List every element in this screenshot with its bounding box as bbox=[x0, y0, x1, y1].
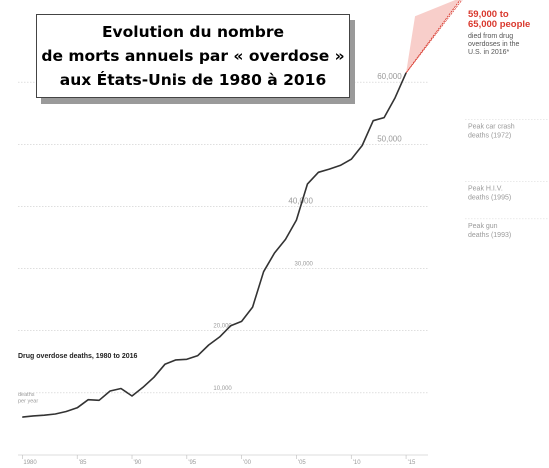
annotation-text: died from drug bbox=[468, 33, 513, 40]
y-unit-label: deaths bbox=[18, 392, 35, 398]
x-tick-label: '00 bbox=[243, 460, 251, 466]
data-point bbox=[350, 158, 352, 160]
title-line-3: aux États-Unis de 1980 à 2016 bbox=[59, 71, 327, 89]
data-point bbox=[87, 399, 89, 401]
y-tick-label: 50,000 bbox=[377, 134, 402, 143]
x-tick-label: 1980 bbox=[23, 460, 37, 466]
x-tick-label: '10 bbox=[353, 460, 361, 466]
data-point bbox=[230, 325, 232, 327]
x-tick-label: '05 bbox=[298, 460, 306, 466]
data-point bbox=[394, 97, 396, 99]
data-point bbox=[43, 414, 45, 416]
data-point bbox=[54, 413, 56, 415]
y-unit-label: per year bbox=[18, 398, 38, 404]
data-point bbox=[21, 416, 23, 418]
series-line-overdose-deaths bbox=[22, 72, 407, 418]
reference-label: Peak gun bbox=[468, 223, 498, 230]
data-point bbox=[219, 336, 221, 338]
estimate-range-high-edge bbox=[406, 0, 463, 73]
estimate-range-band bbox=[406, 0, 461, 73]
data-point bbox=[274, 252, 275, 254]
annotation-text: U.S. in 2016* bbox=[468, 49, 510, 56]
data-point bbox=[383, 117, 385, 118]
title-line-1: Evolution du nombre bbox=[101, 23, 285, 41]
data-point bbox=[197, 355, 199, 356]
data-point bbox=[307, 183, 308, 185]
x-tick-label: '85 bbox=[79, 460, 87, 466]
data-point bbox=[131, 395, 133, 397]
annotation-text: overdoses in the bbox=[468, 41, 519, 48]
reference-label: deaths (1995) bbox=[468, 195, 511, 202]
data-point bbox=[317, 171, 319, 173]
y-tick-label: 30,000 bbox=[295, 262, 314, 268]
data-point bbox=[296, 219, 297, 221]
data-point bbox=[164, 363, 166, 365]
data-point bbox=[361, 145, 363, 146]
data-point bbox=[153, 376, 155, 378]
data-point bbox=[109, 390, 111, 392]
y-tick-label: 40,000 bbox=[288, 196, 313, 205]
reference-label: Peak car crash bbox=[468, 123, 515, 130]
data-point bbox=[186, 358, 188, 360]
estimate-range-low-edge bbox=[405, 0, 461, 74]
data-point bbox=[405, 72, 407, 74]
data-point bbox=[65, 411, 67, 412]
data-point bbox=[98, 399, 100, 401]
data-point bbox=[120, 388, 122, 389]
y-tick-label: 20,000 bbox=[213, 324, 232, 330]
data-point bbox=[208, 344, 210, 346]
x-tick-label: '90 bbox=[134, 460, 142, 466]
data-point bbox=[142, 386, 144, 388]
data-point bbox=[339, 165, 341, 166]
chart-title-box: Evolution du nombre de morts annuels par… bbox=[36, 14, 350, 98]
annotation-headline: 59,000 to bbox=[468, 9, 509, 20]
data-point bbox=[285, 238, 286, 240]
title-line-2: de morts annuels par « overdose » bbox=[41, 47, 345, 65]
x-tick-label: '95 bbox=[188, 460, 196, 466]
y-tick-label: 60,000 bbox=[377, 72, 402, 81]
x-tick-label: '15 bbox=[408, 460, 416, 466]
data-point bbox=[32, 415, 34, 417]
data-point bbox=[76, 407, 78, 409]
data-point bbox=[328, 168, 330, 170]
data-point bbox=[252, 306, 253, 308]
data-point bbox=[263, 271, 264, 273]
data-point bbox=[175, 359, 177, 361]
annotation-headline: 65,000 people bbox=[468, 19, 530, 30]
reference-label: deaths (1993) bbox=[468, 232, 511, 239]
chart-subtitle: Drug overdose deaths, 1980 to 2016 bbox=[18, 353, 138, 360]
data-point bbox=[241, 320, 243, 322]
reference-label: deaths (1972) bbox=[468, 132, 511, 139]
data-point bbox=[372, 120, 374, 122]
y-tick-label: 10,000 bbox=[213, 386, 232, 392]
reference-label: Peak H.I.V. bbox=[468, 186, 503, 193]
